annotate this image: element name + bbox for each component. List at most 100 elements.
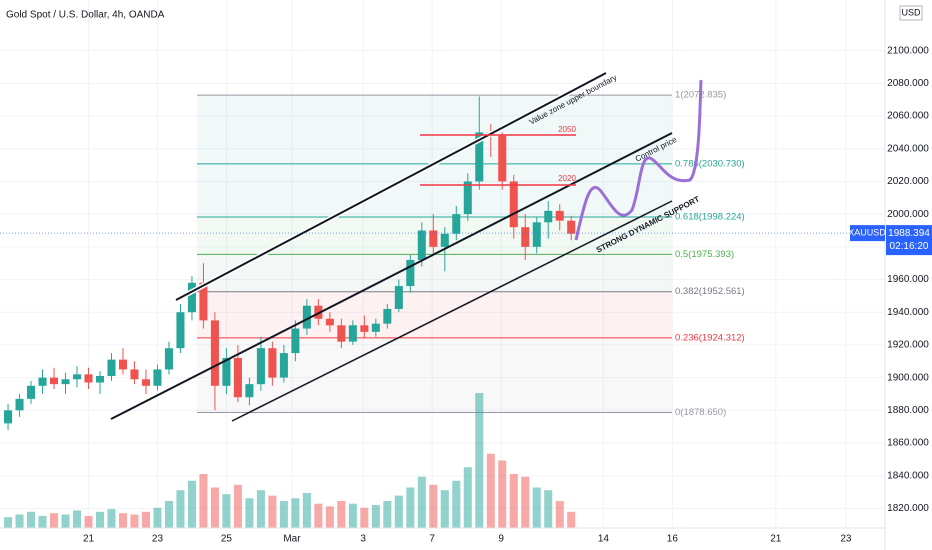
candle-body [360, 325, 369, 332]
volume-bar [72, 510, 82, 528]
channel-upper [175, 72, 607, 301]
volume-bar [49, 513, 59, 528]
symbol-box [850, 225, 885, 242]
y-tick-label: 1920.000 [887, 340, 929, 351]
candle-body [107, 359, 116, 376]
volume-bar [4, 517, 13, 528]
candle-body [302, 305, 311, 329]
candle-body [394, 286, 403, 309]
channel-middle [110, 132, 673, 420]
volume-bar [463, 467, 472, 528]
volume-bar [509, 474, 518, 528]
candle-body [544, 210, 553, 223]
volume-bar [555, 501, 564, 528]
candle-body [521, 227, 530, 247]
projection-path [574, 79, 703, 241]
y-tick-label: 2080.000 [887, 78, 929, 89]
volume-bar [521, 476, 530, 528]
volume-bar [498, 460, 507, 528]
volume-bar [107, 509, 116, 528]
y-tick-label: 2100.000 [887, 45, 929, 56]
volume-bar [337, 501, 346, 528]
volume-bar [417, 476, 426, 528]
x-tick-label: 21 [83, 534, 95, 545]
y-tick-label: 2060.000 [887, 111, 929, 122]
candle-body [555, 210, 564, 221]
x-tick-label: Mar [283, 534, 301, 545]
volume-bar [440, 490, 449, 528]
fib-label: 0.5(1975.393) [675, 249, 734, 260]
fib-label: 0.618(1998.224) [675, 212, 745, 223]
candle-body [222, 357, 231, 386]
volume-bar [486, 453, 495, 528]
fib-label: 0.236(1924.312) [675, 332, 745, 343]
price-box [886, 225, 932, 256]
y-tick-label: 1820.000 [887, 503, 929, 514]
candle-body [27, 385, 36, 399]
volume-bar [475, 393, 484, 528]
chart-title: Gold Spot / U.S. Dollar, 4h, OANDA [6, 10, 165, 21]
candle-body [164, 348, 173, 370]
x-tick-label: 14 [598, 534, 610, 545]
candle-body [84, 374, 93, 383]
volume-bar [394, 495, 403, 528]
volume-bar [371, 505, 380, 528]
candle-body [279, 353, 288, 378]
fib-band [197, 337, 672, 413]
volume-bar [383, 501, 392, 528]
label-2050: 2050 [558, 125, 576, 134]
volume-bar [176, 490, 185, 528]
fib-label: 0.786(2030.730) [675, 158, 745, 169]
volume-bar [544, 490, 553, 528]
volume-bar [222, 494, 231, 528]
y-tick-label: 1940.000 [887, 307, 929, 318]
candle-body [153, 369, 162, 386]
volume-bar [164, 501, 173, 528]
volume-bar [567, 511, 576, 528]
volume-bar [302, 492, 311, 528]
candle-body [348, 325, 357, 342]
y-tick-label: 2040.000 [887, 143, 929, 154]
candle-body [567, 220, 576, 234]
y-tick-label: 1900.000 [887, 372, 929, 383]
volume-bar [314, 503, 323, 528]
candle-body [417, 230, 426, 260]
candle-body [187, 282, 196, 313]
candle-body [532, 222, 541, 247]
volume-bar [27, 511, 36, 528]
label-2020: 2020 [558, 174, 576, 183]
fib-band [197, 291, 672, 338]
currency-box[interactable] [899, 5, 923, 21]
symbol: XAUUSD [848, 227, 886, 237]
volume-bar [348, 503, 357, 528]
volume-bar [532, 487, 541, 528]
volume-bar [199, 474, 208, 528]
x-tick-label: 23 [840, 534, 852, 545]
candle-body [475, 132, 484, 182]
candle-body [337, 325, 346, 342]
x-tick-label: 7 [429, 534, 435, 545]
volume-bar [38, 515, 47, 528]
candle-body [15, 398, 24, 411]
candle-body [233, 357, 242, 398]
candle-body [176, 312, 185, 349]
countdown: 02:16:20 [890, 241, 929, 252]
candle-body [4, 410, 13, 424]
y-tick-label: 1880.000 [887, 405, 929, 416]
candle-body [406, 259, 415, 287]
y-tick-label: 2020.000 [887, 176, 929, 187]
x-tick-label: 21 [770, 534, 782, 545]
candle-body [383, 308, 392, 324]
volume-bar [245, 498, 254, 528]
candle-body [38, 377, 47, 386]
volume-bar [84, 515, 93, 528]
volume-bar [360, 507, 369, 528]
candle-body [440, 233, 449, 247]
volume-bar [325, 506, 334, 528]
y-tick-label: 2000.000 [887, 209, 929, 220]
volume-bar [256, 490, 265, 528]
candle-body [325, 318, 334, 326]
candle-body [463, 181, 472, 215]
x-tick-label: 9 [498, 534, 504, 545]
